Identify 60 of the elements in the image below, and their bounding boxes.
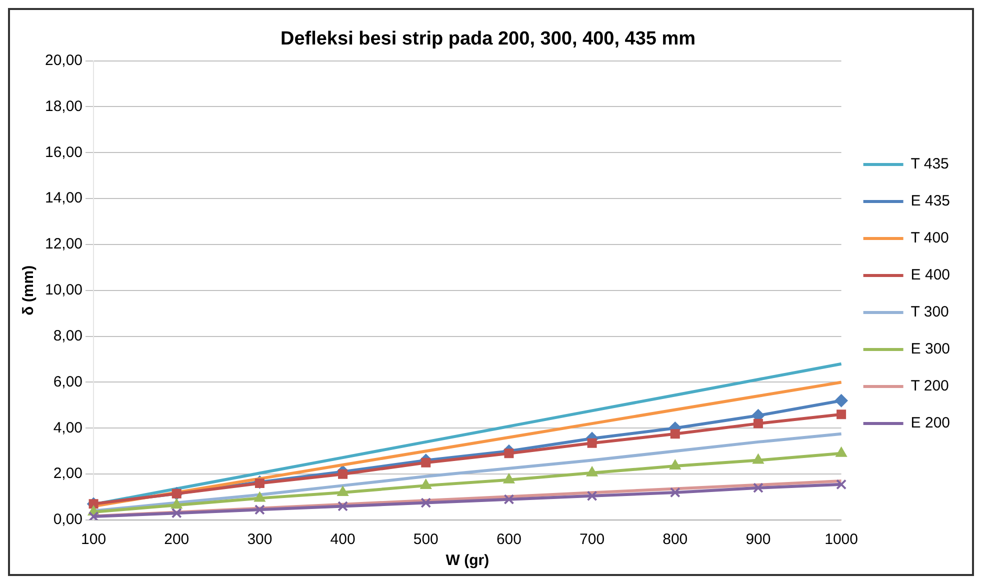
point — [421, 458, 431, 468]
point — [586, 466, 598, 476]
point — [753, 418, 763, 428]
y-tick-label: 20,00 — [44, 52, 83, 69]
point — [670, 429, 680, 439]
legend-label: E 300 — [910, 340, 950, 358]
point — [670, 487, 680, 498]
point — [171, 508, 182, 518]
y-tick-label: 18,00 — [44, 98, 83, 115]
y-axis-title: δ (mm) — [20, 265, 38, 316]
point — [420, 479, 432, 490]
point — [836, 410, 846, 420]
y-tick-label: 10,00 — [44, 282, 83, 299]
legend-label: E 435 — [910, 192, 950, 210]
y-tick-label: 8,00 — [53, 327, 83, 344]
legend-label: T 200 — [910, 378, 949, 395]
point — [504, 494, 514, 505]
x-axis-title: W (gr) — [446, 552, 490, 570]
legend-label: E 200 — [910, 414, 950, 432]
x-tick-label: 400 — [330, 531, 356, 548]
x-tick-label: 1000 — [824, 531, 858, 548]
point — [170, 498, 182, 509]
legend-label: T 435 — [910, 156, 949, 173]
x-tick-label: 800 — [662, 531, 688, 548]
point — [587, 438, 597, 448]
point — [338, 469, 348, 479]
y-tick-label: 12,00 — [44, 236, 83, 253]
x-tick-label: 600 — [496, 531, 522, 548]
x-tick-label: 900 — [746, 531, 771, 548]
point — [752, 454, 764, 464]
x-tick-label: 300 — [247, 531, 272, 548]
point — [752, 482, 764, 494]
point — [337, 486, 348, 496]
legend-label: T 300 — [910, 304, 949, 321]
y-tick-label: 14,00 — [44, 190, 83, 207]
point — [834, 394, 848, 408]
point — [254, 478, 264, 488]
chart-title: Defleksi besi strip pada 200, 300, 400, 435 mm — [280, 28, 696, 50]
x-tick-label: 700 — [580, 531, 605, 548]
point — [503, 473, 515, 484]
legend-label: T 400 — [910, 230, 949, 247]
point — [254, 492, 266, 502]
y-tick-label: 16,00 — [44, 144, 83, 161]
x-tick-label: 200 — [164, 531, 190, 548]
y-tick-label: 6,00 — [53, 373, 83, 390]
y-tick-label: 2,00 — [53, 465, 83, 482]
x-tick-label: 500 — [413, 531, 438, 548]
point — [836, 479, 847, 490]
point — [504, 448, 514, 458]
point — [420, 498, 432, 508]
point — [669, 460, 681, 470]
point — [586, 490, 598, 502]
x-tick-label: 100 — [81, 531, 106, 548]
point — [338, 500, 348, 512]
y-tick-label: 0,00 — [53, 511, 83, 528]
point — [836, 446, 847, 457]
point — [88, 511, 99, 520]
legend-label: E 400 — [910, 266, 950, 284]
point — [254, 504, 265, 515]
y-tick-label: 4,00 — [53, 419, 83, 436]
